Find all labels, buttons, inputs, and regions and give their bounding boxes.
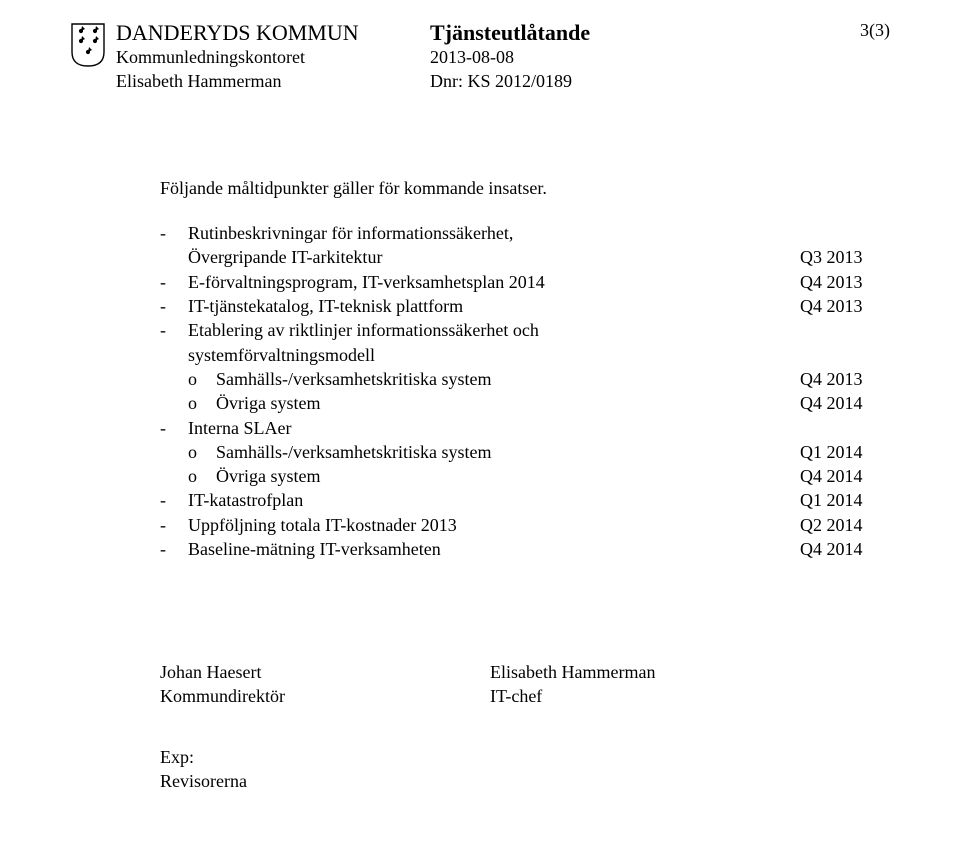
sig-name-right: Elisabeth Hammerman <box>490 661 820 684</box>
list-item: - Baseline-mätning IT-verksamheten Q4 20… <box>160 537 890 561</box>
sig-title-left: Kommundirektör <box>160 685 490 708</box>
item-value: Q4 2013 <box>800 270 890 294</box>
bullet-icon: o <box>160 464 216 488</box>
signature-left: Johan Haesert Kommundirektör <box>160 661 490 708</box>
list-item: - E-förvaltningsprogram, IT-verksamhetsp… <box>160 270 890 294</box>
sig-title-right: IT-chef <box>490 685 820 708</box>
item-label: Rutinbeskrivningar för informationssäker… <box>188 221 800 245</box>
item-label: IT-katastrofplan <box>188 488 800 512</box>
bullet-icon: o <box>160 391 216 415</box>
item-label: Baseline-mätning IT-verksamheten <box>188 537 800 561</box>
list-item: - IT-tjänstekatalog, IT-teknisk plattfor… <box>160 294 890 318</box>
municipality-logo-icon <box>70 22 106 68</box>
sig-name-left: Johan Haesert <box>160 661 490 684</box>
exp-block: Exp: Revisorerna <box>160 746 890 793</box>
item-label: Övriga system <box>216 464 800 488</box>
exp-label: Exp: <box>160 746 890 769</box>
item-value: Q4 2014 <box>800 537 890 561</box>
item-label: systemförvaltningsmodell <box>188 343 800 367</box>
item-label: Interna SLAer <box>188 416 800 440</box>
item-label: E-förvaltningsprogram, IT-verksamhetspla… <box>188 270 800 294</box>
org-name: DANDERYDS KOMMUN <box>116 20 359 46</box>
page-number: 3(3) <box>860 20 890 41</box>
item-label: Övriga system <box>216 391 800 415</box>
list-item: systemförvaltningsmodell <box>160 343 890 367</box>
list-item: o Samhälls-/verksamhetskritiska system Q… <box>160 440 890 464</box>
list-item: - Etablering av riktlinjer informationss… <box>160 318 890 342</box>
list-item: Övergripande IT-arkitektur Q3 2013 <box>160 245 890 269</box>
item-label: Etablering av riktlinjer informationssäk… <box>188 318 800 342</box>
list-item: - IT-katastrofplan Q1 2014 <box>160 488 890 512</box>
dash-icon: - <box>160 318 188 342</box>
item-label: IT-tjänstekatalog, IT-teknisk plattform <box>188 294 800 318</box>
item-label: Samhälls-/verksamhetskritiska system <box>216 440 800 464</box>
milestone-list: - Rutinbeskrivningar för informationssäk… <box>160 221 890 561</box>
document-body: Följande måltidpunkter gäller för komman… <box>160 178 890 793</box>
dash-icon: - <box>160 294 188 318</box>
item-value: Q3 2013 <box>800 245 890 269</box>
list-item: o Samhälls-/verksamhetskritiska system Q… <box>160 367 890 391</box>
item-value: Q1 2014 <box>800 488 890 512</box>
dash-icon: - <box>160 221 188 245</box>
exp-recipient: Revisorerna <box>160 770 890 793</box>
doc-dnr: Dnr: KS 2012/0189 <box>430 70 590 93</box>
dash-icon: - <box>160 270 188 294</box>
item-value: Q4 2013 <box>800 367 890 391</box>
item-label: Samhälls-/verksamhetskritiska system <box>216 367 800 391</box>
intro-text: Följande måltidpunkter gäller för komman… <box>160 178 890 199</box>
header-org-block: DANDERYDS KOMMUN Kommunledningskontoret … <box>116 20 359 93</box>
bullet-icon: o <box>160 367 216 391</box>
list-item: - Interna SLAer <box>160 416 890 440</box>
signature-right: Elisabeth Hammerman IT-chef <box>490 661 820 708</box>
list-item: o Övriga system Q4 2014 <box>160 464 890 488</box>
doc-date: 2013-08-08 <box>430 46 590 69</box>
signature-block: Johan Haesert Kommundirektör Elisabeth H… <box>160 661 890 708</box>
item-value: Q2 2014 <box>800 513 890 537</box>
list-item: - Uppföljning totala IT-kostnader 2013 Q… <box>160 513 890 537</box>
org-author: Elisabeth Hammerman <box>116 70 359 93</box>
item-value: Q4 2014 <box>800 464 890 488</box>
org-unit: Kommunledningskontoret <box>116 46 359 69</box>
item-value: Q4 2013 <box>800 294 890 318</box>
dash-icon: - <box>160 537 188 561</box>
dash-icon: - <box>160 488 188 512</box>
list-item: - Rutinbeskrivningar för informationssäk… <box>160 221 890 245</box>
item-label: Uppföljning totala IT-kostnader 2013 <box>188 513 800 537</box>
header-doc-block: Tjänsteutlåtande 2013-08-08 Dnr: KS 2012… <box>430 20 590 93</box>
list-item: o Övriga system Q4 2014 <box>160 391 890 415</box>
item-value: Q4 2014 <box>800 391 890 415</box>
document-header: DANDERYDS KOMMUN Kommunledningskontoret … <box>70 20 890 93</box>
item-value: Q1 2014 <box>800 440 890 464</box>
item-label: Övergripande IT-arkitektur <box>188 245 800 269</box>
bullet-icon: o <box>160 440 216 464</box>
doc-type: Tjänsteutlåtande <box>430 20 590 46</box>
document-page: DANDERYDS KOMMUN Kommunledningskontoret … <box>0 0 960 846</box>
dash-icon: - <box>160 416 188 440</box>
dash-icon: - <box>160 513 188 537</box>
